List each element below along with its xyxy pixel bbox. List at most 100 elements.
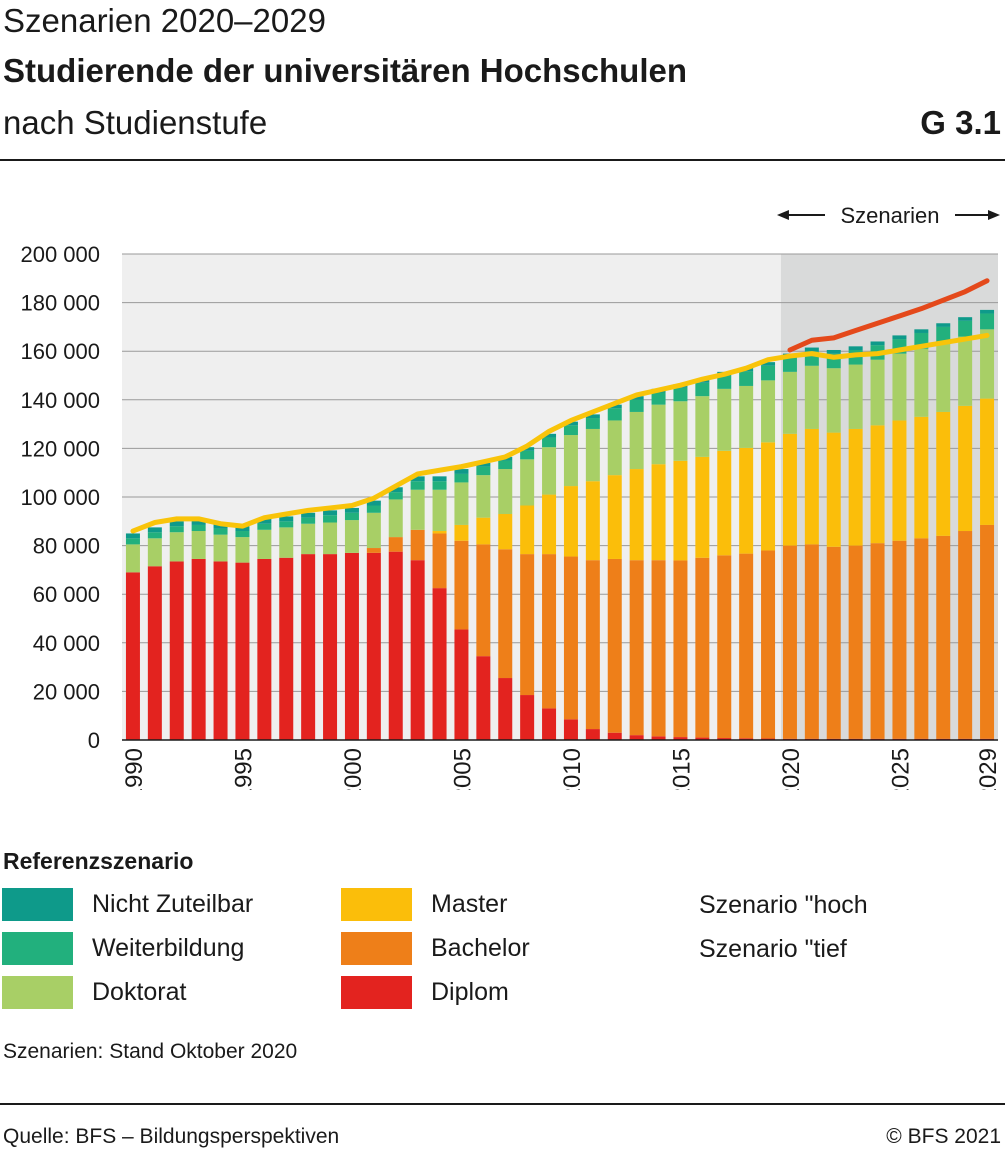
bar-bachelor — [848, 545, 863, 739]
bar-diplom — [323, 554, 338, 740]
bar-diplom — [169, 561, 184, 740]
bar-weiterbildung — [498, 460, 513, 470]
bar-weiterbildung — [213, 528, 228, 535]
bar-master — [673, 460, 688, 561]
legend-item-weiterbildung: Weiterbildung — [2, 932, 244, 965]
bar-master — [695, 456, 710, 558]
bar-master — [870, 425, 885, 544]
bar-weiterbildung — [782, 357, 797, 372]
legend-label-weiterbildung: Weiterbildung — [92, 934, 245, 962]
bar-doktorat — [870, 359, 885, 426]
scenario-label: Szenarien — [840, 203, 939, 228]
chart-number: G 3.1 — [920, 104, 1001, 141]
bar-bachelor — [782, 545, 797, 739]
bar-bachelor — [629, 560, 644, 736]
bar-doktorat — [739, 385, 754, 448]
bar-nicht-zuteilbar — [301, 512, 316, 518]
bar-weiterbildung — [125, 538, 140, 545]
x-tick-label: 2015 — [668, 748, 695, 790]
bar-weiterbildung — [476, 466, 491, 476]
y-tick-label: 120 000 — [20, 436, 100, 461]
bar-doktorat — [410, 489, 425, 530]
bar-doktorat — [563, 435, 578, 487]
bar-diplom — [695, 737, 710, 740]
bar-nicht-zuteilbar — [761, 362, 776, 366]
bar-master — [542, 494, 557, 555]
bar-weiterbildung — [301, 517, 316, 524]
bar-master — [914, 416, 929, 539]
bar-doktorat — [169, 532, 184, 562]
bar-bachelor — [563, 556, 578, 720]
y-tick-label: 140 000 — [20, 388, 100, 413]
bar-bachelor — [826, 546, 841, 739]
bar-doktorat — [804, 365, 819, 429]
bar-weiterbildung — [191, 524, 206, 532]
bar-weiterbildung — [607, 408, 622, 421]
bar-nicht-zuteilbar — [629, 396, 644, 400]
y-tick-label: 40 000 — [33, 631, 100, 656]
stacked-bar-chart: 0 20 000 40 000 60 000 80 000 100 000 120 000 1… — [20, 203, 1002, 790]
bar-nicht-zuteilbar — [366, 500, 381, 506]
legend-item-szenario-tief: Szenario "tief — [609, 933, 847, 966]
bar-doktorat — [717, 388, 732, 451]
bar-doktorat — [958, 336, 973, 406]
bar-nicht-zuteilbar — [848, 346, 863, 350]
legend-label-diplom: Diplom — [431, 978, 509, 1006]
bar-master — [454, 524, 469, 541]
bar-weiterbildung — [279, 521, 294, 528]
y-tick-label: 160 000 — [20, 339, 100, 364]
header-rule — [0, 159, 1005, 161]
bar-doktorat — [892, 353, 907, 421]
line-hoch — [787, 278, 990, 353]
legend-line-szenario-hoch — [609, 903, 680, 909]
bar-nicht-zuteilbar — [870, 341, 885, 346]
bar-bachelor — [410, 529, 425, 561]
bar-diplom — [366, 552, 381, 740]
bar-diplom — [607, 732, 622, 740]
bar-nicht-zuteilbar — [410, 476, 425, 482]
bar-weiterbildung — [651, 392, 666, 405]
bar-master — [432, 531, 447, 534]
bar-weiterbildung — [585, 418, 600, 429]
bar-diplom — [191, 558, 206, 740]
chart-title: Studierende der universitären Hochschule… — [3, 52, 688, 89]
bar-doktorat — [235, 537, 250, 563]
bar-weiterbildung — [432, 481, 447, 490]
bar-master — [476, 517, 491, 545]
bar-nicht-zuteilbar — [388, 487, 403, 493]
legend-label-szenario-hoch: Szenario "hoch — [699, 891, 868, 919]
bar-weiterbildung — [542, 437, 557, 448]
bar-nicht-zuteilbar — [169, 521, 184, 527]
bar-bachelor — [585, 560, 600, 730]
bar-doktorat — [761, 380, 776, 443]
bar-diplom — [498, 678, 513, 740]
bar-master — [980, 398, 995, 525]
bar-master — [936, 411, 951, 536]
bar-master — [717, 450, 732, 556]
legend-item-diplom: Diplom — [341, 976, 509, 1009]
bar-bachelor — [870, 543, 885, 739]
bar-nicht-zuteilbar — [476, 462, 491, 467]
legend-swatch-weiterbildung — [2, 932, 73, 965]
bar-diplom — [213, 561, 228, 740]
bar-doktorat — [498, 469, 513, 515]
bar-diplom — [279, 557, 294, 740]
legend-swatch-nicht-zuteilbar — [2, 888, 73, 921]
bar-master — [804, 428, 819, 545]
bar-weiterbildung — [958, 320, 973, 337]
bar-doktorat — [454, 482, 469, 525]
bar-diplom — [717, 738, 732, 740]
y-tick-label: 100 000 — [20, 485, 100, 510]
legend-line-szenario-tief — [609, 947, 680, 953]
scenario-arrowhead-right — [988, 210, 1000, 220]
bar-nicht-zuteilbar — [279, 516, 294, 522]
bar-bachelor — [542, 554, 557, 709]
bar-diplom — [476, 656, 491, 740]
bar-nicht-zuteilbar — [323, 510, 338, 516]
bar-master — [629, 469, 644, 561]
bar-diplom — [147, 566, 162, 740]
bar-doktorat — [476, 475, 491, 518]
bar-nicht-zuteilbar — [432, 476, 447, 482]
bar-master — [826, 432, 841, 547]
bar-weiterbildung — [563, 425, 578, 436]
